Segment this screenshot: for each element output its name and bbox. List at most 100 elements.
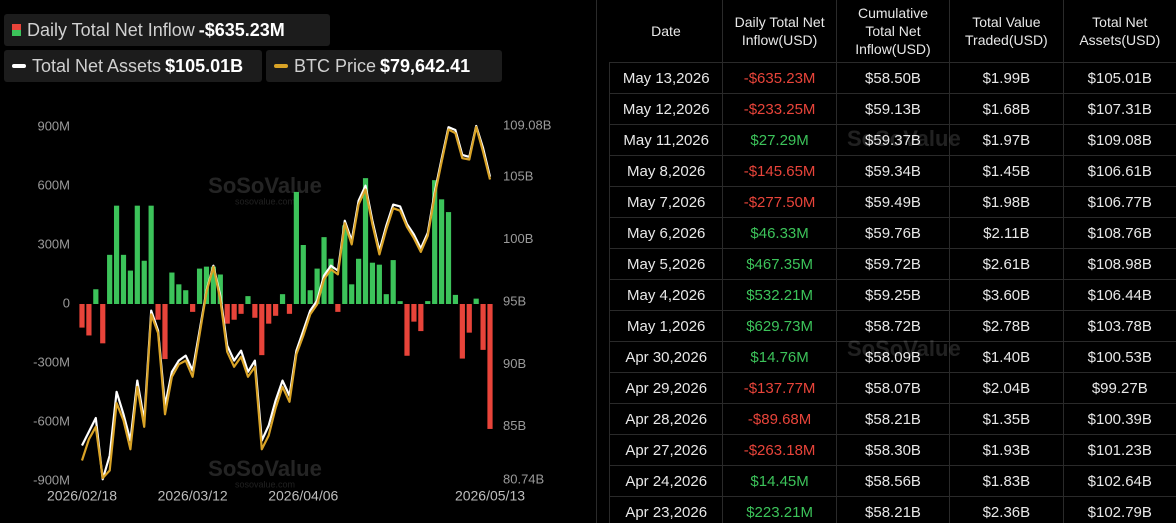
- bar: [349, 284, 355, 304]
- legend-swatch: [274, 64, 288, 68]
- table-row[interactable]: May 4,2026 $532.21M $59.25B $3.60B $106.44B: [608, 279, 1176, 311]
- table-row[interactable]: Apr 27,2026 -$263.18M $58.30B $1.93B $101.23…: [608, 434, 1176, 466]
- column-header[interactable]: Total Value Traded(USD): [949, 0, 1064, 63]
- y-tick-label: 600M: [37, 177, 70, 192]
- x-tick-label: 2026/02/18: [47, 488, 117, 504]
- table-cell: $467.35M: [722, 248, 837, 280]
- table-cell: Apr 29,2026: [608, 372, 724, 404]
- table-cell: $59.76B: [835, 217, 951, 249]
- table-row[interactable]: May 12,2026 -$233.25M $59.13B $1.68B $107.31…: [608, 93, 1176, 125]
- table-row[interactable]: Apr 23,2026 $223.21M $58.21B $2.36B $102.79B: [608, 496, 1176, 523]
- table-cell: $58.72B: [835, 310, 951, 342]
- legend-swatch: [12, 64, 26, 68]
- table-row[interactable]: May 7,2026 -$277.50M $59.49B $1.98B $106.77B: [608, 186, 1176, 218]
- y2-tick-label: 90B: [503, 356, 526, 371]
- bar: [480, 304, 486, 350]
- legend-item[interactable]: Daily Total Net Inflow -$635.23M: [4, 14, 330, 46]
- table-cell: $106.61B: [1062, 155, 1176, 187]
- bar: [210, 266, 216, 304]
- bar: [397, 301, 403, 304]
- table-cell: $59.13B: [835, 93, 951, 125]
- table-cell: $101.23B: [1062, 434, 1176, 466]
- table-row[interactable]: May 1,2026 $629.73M $58.72B $2.78B $103.78B: [608, 310, 1176, 342]
- bar: [162, 304, 168, 360]
- x-tick-label: 2026/05/13: [455, 488, 525, 504]
- watermark: SoSoValue: [208, 173, 322, 198]
- table-cell: $3.60B: [949, 279, 1064, 311]
- bar: [328, 258, 334, 304]
- bar: [404, 304, 410, 356]
- column-header[interactable]: Cumulative Total Net Inflow(USD): [836, 0, 951, 63]
- table-cell: $106.77B: [1062, 186, 1176, 218]
- y-tick-label: -300M: [33, 354, 70, 369]
- table-cell: $102.64B: [1062, 465, 1176, 497]
- legend-item[interactable]: BTC Price $79,642.41: [266, 50, 502, 82]
- table-cell: $59.34B: [835, 155, 951, 187]
- table-cell: $1.68B: [949, 93, 1064, 125]
- bar: [79, 304, 85, 328]
- table-cell: -$635.23M: [722, 62, 837, 94]
- legend-value: -$635.23M: [198, 19, 285, 40]
- table-row[interactable]: May 13,2026 -$635.23M $58.50B $1.99B $105.01…: [608, 62, 1176, 94]
- table-cell: -$233.25M: [722, 93, 837, 125]
- bar: [196, 268, 203, 304]
- bar: [335, 304, 341, 312]
- bar: [155, 304, 161, 320]
- bar: [176, 284, 182, 304]
- table-cell: $59.25B: [835, 279, 951, 311]
- legend-item[interactable]: Total Net Assets $105.01B: [4, 50, 262, 82]
- column-header[interactable]: Date: [609, 0, 724, 63]
- bar: [342, 225, 348, 304]
- table-row[interactable]: Apr 28,2026 -$89.68M $58.21B $1.35B $100.39B: [608, 403, 1176, 435]
- bar: [190, 304, 196, 312]
- table-cell: May 1,2026: [608, 310, 724, 342]
- bar: [286, 304, 293, 314]
- bar: [183, 290, 189, 304]
- legend-swatch: [12, 24, 21, 36]
- table-cell: $109.08B: [1062, 124, 1176, 156]
- table-cell: $2.04B: [949, 372, 1064, 404]
- table-row[interactable]: Apr 24,2026 $14.45M $58.56B $1.83B $102.64B: [608, 465, 1176, 497]
- table-cell: May 7,2026: [608, 186, 724, 218]
- table-cell: $2.36B: [949, 496, 1064, 523]
- table-row[interactable]: Apr 29,2026 -$137.77M $58.07B $2.04B $99.27B: [608, 372, 1176, 404]
- x-tick-label: 2026/04/06: [268, 488, 338, 504]
- table-cell: May 12,2026: [608, 93, 724, 125]
- table-cell: May 13,2026: [608, 62, 724, 94]
- bar: [300, 245, 306, 304]
- bar: [445, 212, 452, 304]
- legend-value: $105.01B: [165, 55, 244, 76]
- bar: [266, 304, 272, 324]
- column-header[interactable]: Daily Total Net Inflow(USD): [722, 0, 837, 63]
- table-cell: $2.61B: [949, 248, 1064, 280]
- table-cell: $2.11B: [949, 217, 1064, 249]
- bar: [466, 304, 472, 333]
- table-cell: $14.76M: [722, 341, 837, 373]
- bar: [356, 258, 362, 304]
- bar: [86, 304, 92, 336]
- y2-tick-label: 109.08B: [503, 117, 551, 132]
- watermark: SoSoValue: [847, 336, 961, 361]
- table-cell: $1.98B: [949, 186, 1064, 218]
- bar: [425, 301, 431, 304]
- table-row[interactable]: May 6,2026 $46.33M $59.76B $2.11B $108.76B: [608, 217, 1176, 249]
- header-row: Date Daily Total Net Inflow(USD) Cumulativ…: [609, 0, 1176, 63]
- table-cell: $58.56B: [835, 465, 951, 497]
- bar: [134, 205, 140, 304]
- table-row[interactable]: Apr 30,2026 $14.76M $58.09B $1.40B $100.53B: [608, 341, 1176, 373]
- y-tick-label: -900M: [33, 472, 70, 487]
- bar: [113, 205, 120, 304]
- table-cell: $100.53B: [1062, 341, 1176, 373]
- bar: [362, 178, 369, 304]
- table-row[interactable]: May 5,2026 $467.35M $59.72B $2.61B $108.98B: [608, 248, 1176, 280]
- table-cell: $106.44B: [1062, 279, 1176, 311]
- table-row[interactable]: May 8,2026 -$145.65M $59.34B $1.45B $106.61B: [608, 155, 1176, 187]
- column-header[interactable]: Total Net Assets(USD): [1063, 0, 1176, 63]
- table-cell: $58.21B: [835, 496, 951, 523]
- y-tick-label: 0: [63, 295, 70, 310]
- y2-tick-label: 95B: [503, 293, 526, 308]
- chart: SoSoValuesosovalue.comSoSoValuesosovalue…: [33, 117, 551, 504]
- table-cell: $59.49B: [835, 186, 951, 218]
- bar: [93, 289, 99, 304]
